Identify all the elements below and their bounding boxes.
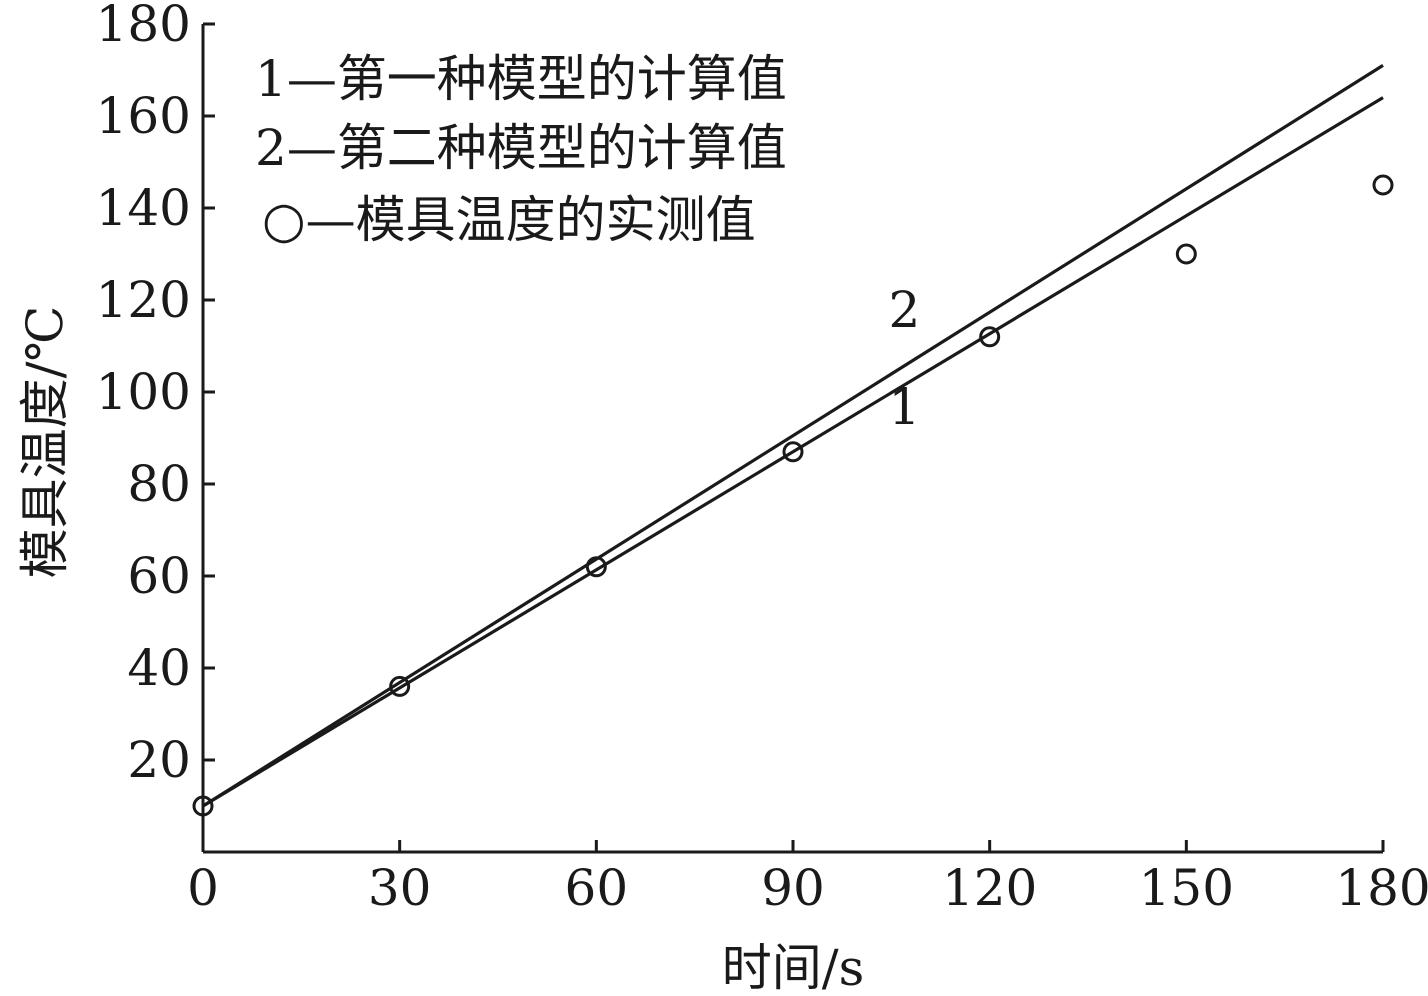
series-label-2: 2 bbox=[889, 281, 921, 339]
legend-item-2: 2—第二种模型的计算值 bbox=[255, 119, 787, 177]
x-ticks: 0 30 60 90 120 150 180 bbox=[187, 840, 1428, 917]
legend: 1—第一种模型的计算值 2—第二种模型的计算值 ○—模具温度的实测值 bbox=[255, 50, 787, 249]
x-tick-label: 150 bbox=[1139, 859, 1234, 917]
measured-point bbox=[192, 795, 214, 817]
y-tick-label: 100 bbox=[96, 363, 191, 421]
legend-item-3: ○—模具温度的实测值 bbox=[262, 191, 756, 249]
svg-text:1—第一种模型的计算值: 1—第一种模型的计算值 bbox=[255, 50, 787, 108]
y-tick-label: 80 bbox=[127, 455, 191, 513]
legend-marker-2: 2 bbox=[255, 119, 287, 177]
x-tick-label: 90 bbox=[761, 859, 825, 917]
y-tick-label: 180 bbox=[96, 0, 191, 53]
y-tick-label: 20 bbox=[127, 731, 191, 789]
x-axis-title: 时间/s bbox=[722, 939, 865, 996]
y-tick-label: 140 bbox=[96, 179, 191, 237]
series-line-2 bbox=[202, 64, 1384, 808]
y-tick-label: 160 bbox=[96, 87, 191, 145]
legend-label-1: 第一种模型的计算值 bbox=[337, 50, 787, 108]
measured-point bbox=[1175, 243, 1197, 265]
svg-text:2—第二种模型的计算值: 2—第二种模型的计算值 bbox=[255, 119, 787, 177]
x-tick-label: 0 bbox=[187, 859, 219, 917]
legend-item-1: 1—第一种模型的计算值 bbox=[255, 50, 787, 108]
y-tick-label: 60 bbox=[127, 547, 191, 605]
legend-dash: — bbox=[287, 50, 337, 108]
series-label-1: 1 bbox=[889, 378, 921, 436]
legend-label-3: 模具温度的实测值 bbox=[356, 191, 756, 249]
measured-point bbox=[389, 675, 411, 697]
x-tick-label: 60 bbox=[565, 859, 629, 917]
svg-text:○—模具温度的实测值: ○—模具温度的实测值 bbox=[262, 191, 756, 249]
measured-point bbox=[585, 556, 607, 578]
x-tick-label: 180 bbox=[1335, 859, 1428, 917]
measured-point bbox=[979, 326, 1001, 348]
y-tick-label: 120 bbox=[96, 271, 191, 329]
line-labels: 21 bbox=[889, 281, 921, 436]
legend-marker-1: 1 bbox=[255, 50, 287, 108]
legend-dash: — bbox=[287, 119, 337, 177]
legend-marker-circle: ○ bbox=[262, 191, 306, 249]
plot-series bbox=[192, 64, 1394, 817]
measured-point bbox=[782, 441, 804, 463]
y-ticks: 20 40 60 80 100 120 140 160 180 bbox=[96, 0, 215, 789]
series-line-1 bbox=[202, 96, 1384, 808]
y-axis-title: 模具温度/℃ bbox=[16, 306, 74, 579]
legend-dash: — bbox=[306, 191, 356, 249]
measured-point bbox=[1372, 174, 1394, 196]
legend-label-2: 第二种模型的计算值 bbox=[337, 119, 787, 177]
x-tick-label: 120 bbox=[942, 859, 1037, 917]
y-tick-label: 40 bbox=[127, 639, 191, 697]
x-tick-label: 30 bbox=[368, 859, 432, 917]
